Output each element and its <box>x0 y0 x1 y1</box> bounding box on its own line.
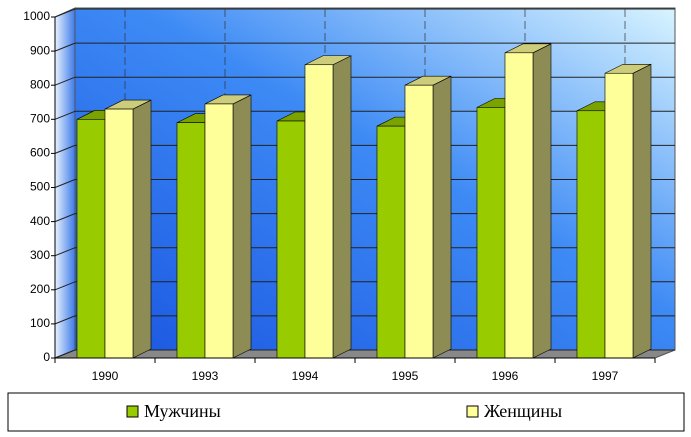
bar-side <box>532 43 552 359</box>
bar <box>476 107 506 359</box>
bar <box>176 122 206 359</box>
bar <box>504 52 534 359</box>
y-tick-label: 500 <box>30 180 50 194</box>
grid-line <box>54 110 76 120</box>
grid-line <box>54 76 76 86</box>
bar <box>76 119 106 359</box>
bar <box>604 72 634 359</box>
y-tick-label: 700 <box>30 111 50 125</box>
legend-label: Мужчины <box>144 401 221 421</box>
legend-swatch <box>466 405 479 418</box>
grid-line <box>54 42 76 52</box>
bar-side <box>432 75 452 359</box>
grid-line <box>54 281 76 291</box>
bar-side <box>232 94 252 359</box>
y-tick-label: 800 <box>30 77 50 91</box>
grid-line <box>54 179 76 188</box>
legend-swatch <box>126 405 139 418</box>
x-tick-label: 1994 <box>292 369 319 383</box>
grid-line <box>54 8 76 18</box>
x-tick-label: 1997 <box>592 369 619 383</box>
y-tick-label: 200 <box>30 282 50 296</box>
y-tick-label: 1000 <box>23 9 50 23</box>
y-tick-label: 600 <box>30 146 50 160</box>
bar <box>104 108 134 359</box>
bar <box>576 110 606 359</box>
grid-line <box>54 247 76 257</box>
y-tick-label: 0 <box>43 350 50 364</box>
bar <box>204 103 234 359</box>
y-tick-label: 100 <box>30 316 50 330</box>
grid-line <box>54 144 76 154</box>
bar <box>376 125 406 359</box>
bar <box>404 84 434 359</box>
grid-line <box>54 315 76 325</box>
legend <box>7 392 685 432</box>
bar <box>276 120 306 359</box>
x-tick-label: 1995 <box>392 369 419 383</box>
bar-side <box>632 63 652 359</box>
x-tick-label: 1996 <box>492 369 519 383</box>
y-tick-label: 900 <box>30 43 50 57</box>
grid-line <box>54 349 76 359</box>
grid-line <box>54 213 76 223</box>
x-tick-label: 1990 <box>92 369 119 383</box>
x-tick-label: 1993 <box>192 369 219 383</box>
bar-side <box>332 55 352 359</box>
bar <box>304 64 334 359</box>
y-tick-label: 300 <box>30 248 50 262</box>
bar-side <box>132 99 152 359</box>
y-tick-label: 400 <box>30 214 50 228</box>
legend-label: Женщины <box>484 401 562 421</box>
